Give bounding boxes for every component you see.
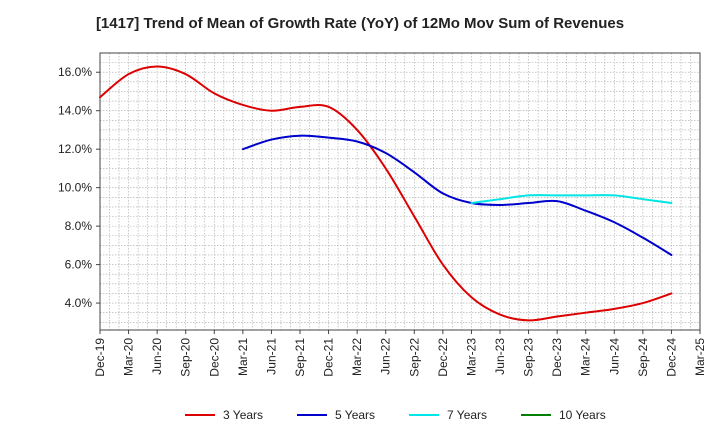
series-line-3-years: [99, 65, 673, 322]
x-tick-label: Jun-23: [493, 338, 507, 375]
x-tick-label: Sep-20: [179, 338, 193, 377]
series-line-7-years: [470, 194, 673, 205]
x-tick-label: Dec-24: [664, 338, 678, 377]
plot-frame: [99, 52, 701, 331]
y-tick-label: 10.0%: [58, 181, 92, 195]
x-tick-label: Dec-22: [436, 338, 450, 377]
y-tick-label: 16.0%: [58, 65, 92, 79]
legend-label-3-years: 3 Years: [223, 408, 263, 422]
x-tick-label: Sep-22: [407, 338, 421, 377]
x-tick-label: Mar-23: [464, 338, 478, 376]
y-tick-label: 12.0%: [58, 142, 92, 156]
x-tick-label: Dec-23: [550, 338, 564, 377]
x-tick-label: Mar-20: [122, 338, 136, 376]
x-tick-label: Dec-19: [93, 338, 107, 377]
y-tick-label: 14.0%: [58, 104, 92, 118]
y-tick-label: 4.0%: [65, 296, 93, 310]
x-tick-label: Mar-25: [693, 338, 707, 376]
x-tick-label: Jun-20: [150, 338, 164, 375]
grid-lines: [100, 53, 700, 330]
x-tick-label: Dec-20: [207, 338, 221, 377]
legend-label-10-years: 10 Years: [559, 408, 606, 422]
chart-title: [1417] Trend of Mean of Growth Rate (YoY…: [95, 15, 625, 32]
legend-label-7-years: 7 Years: [447, 408, 487, 422]
y-tick-label: 8.0%: [65, 219, 93, 233]
x-tick-label: Mar-22: [350, 338, 364, 376]
x-tick-label: Sep-21: [293, 338, 307, 377]
x-tick-label: Mar-21: [236, 338, 250, 376]
x-tick-label: Jun-22: [379, 338, 393, 375]
legend-label-5-years: 5 Years: [335, 408, 375, 422]
x-tick-label: Jun-24: [607, 338, 621, 375]
x-tick-label: Mar-24: [579, 338, 593, 376]
x-tick-label: Dec-21: [322, 338, 336, 377]
series-line-5-years: [241, 134, 673, 256]
x-tick-label: Sep-24: [636, 338, 650, 377]
x-tick-label: Jun-21: [264, 338, 278, 375]
y-tick-label: 6.0%: [65, 258, 93, 272]
x-tick-label: Sep-23: [522, 338, 536, 377]
